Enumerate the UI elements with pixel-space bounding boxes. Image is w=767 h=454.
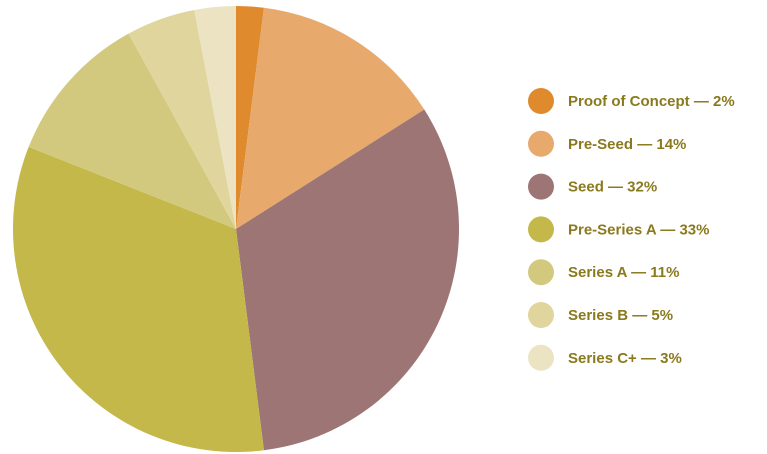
legend-label: Pre-Series A — 33% — [568, 221, 709, 238]
pie-slice — [28, 33, 236, 229]
pie-slice — [236, 109, 459, 451]
legend-label: Proof of Concept — 2% — [568, 93, 735, 110]
legend-label: Pre-Seed — 14% — [568, 136, 686, 153]
pie-slice — [236, 6, 264, 229]
legend-label: Series C+ — 3% — [568, 350, 682, 367]
legend-marker — [528, 216, 554, 243]
pie-slice — [236, 7, 425, 229]
legend-marker — [528, 88, 554, 114]
legend-marker — [528, 130, 554, 157]
legend-label: Series B — 5% — [568, 307, 673, 324]
legend-marker — [528, 302, 554, 328]
pie-slice — [194, 5, 236, 229]
pie-slice — [128, 9, 236, 229]
legend-label: Series A — 11% — [568, 264, 679, 281]
pie-slice — [12, 146, 264, 453]
legend-marker — [528, 259, 554, 286]
legend-label: Seed — 32% — [568, 179, 657, 196]
legend-marker — [528, 344, 554, 371]
legend-marker — [528, 173, 554, 200]
